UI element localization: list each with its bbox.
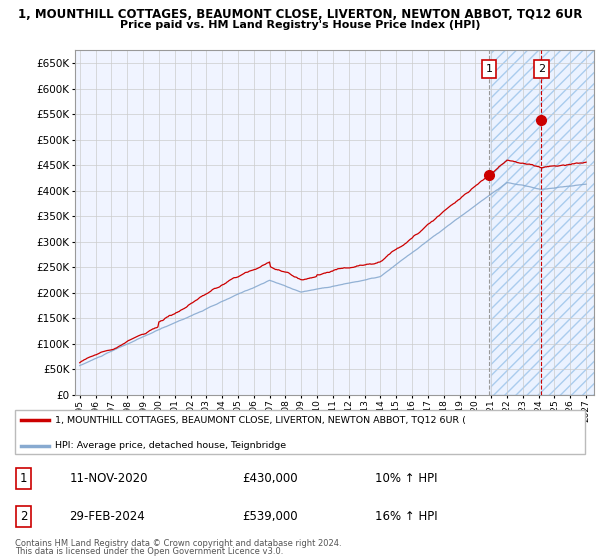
Text: Contains HM Land Registry data © Crown copyright and database right 2024.: Contains HM Land Registry data © Crown c… bbox=[15, 539, 341, 548]
Text: Price paid vs. HM Land Registry's House Price Index (HPI): Price paid vs. HM Land Registry's House … bbox=[120, 20, 480, 30]
Text: 16% ↑ HPI: 16% ↑ HPI bbox=[375, 510, 437, 523]
Text: 1: 1 bbox=[20, 472, 27, 485]
Text: 29-FEB-2024: 29-FEB-2024 bbox=[70, 510, 145, 523]
Text: 2: 2 bbox=[20, 510, 27, 523]
Text: HPI: Average price, detached house, Teignbridge: HPI: Average price, detached house, Teig… bbox=[55, 441, 286, 450]
Text: 1: 1 bbox=[485, 64, 493, 74]
Text: £539,000: £539,000 bbox=[242, 510, 298, 523]
Text: 11-NOV-2020: 11-NOV-2020 bbox=[70, 472, 148, 485]
Bar bbox=[491, 50, 600, 395]
Text: 10% ↑ HPI: 10% ↑ HPI bbox=[375, 472, 437, 485]
Text: £430,000: £430,000 bbox=[242, 472, 298, 485]
Text: 2: 2 bbox=[538, 64, 545, 74]
Text: This data is licensed under the Open Government Licence v3.0.: This data is licensed under the Open Gov… bbox=[15, 548, 283, 557]
FancyBboxPatch shape bbox=[15, 409, 585, 454]
Bar bbox=[491, 50, 600, 395]
Text: 1, MOUNTHILL COTTAGES, BEAUMONT CLOSE, LIVERTON, NEWTON ABBOT, TQ12 6UR: 1, MOUNTHILL COTTAGES, BEAUMONT CLOSE, L… bbox=[18, 8, 582, 21]
Text: 1, MOUNTHILL COTTAGES, BEAUMONT CLOSE, LIVERTON, NEWTON ABBOT, TQ12 6UR (: 1, MOUNTHILL COTTAGES, BEAUMONT CLOSE, L… bbox=[55, 416, 466, 425]
